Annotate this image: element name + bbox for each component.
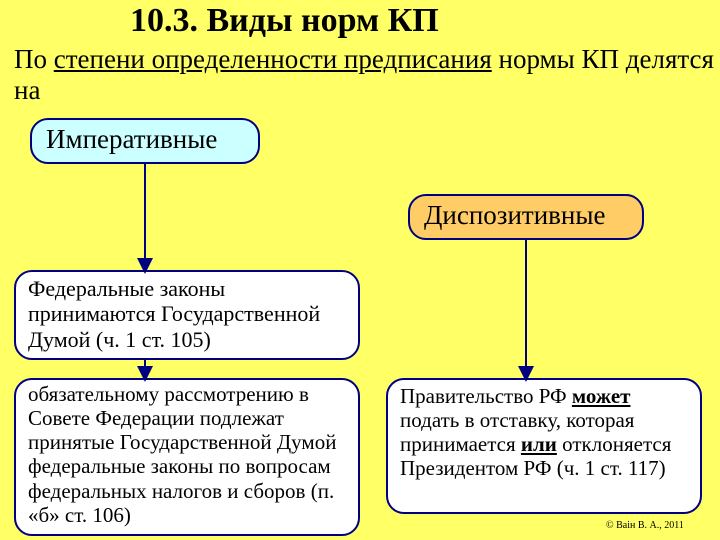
node-government-resign: Правительство РФ может подать в отставку…	[386, 378, 702, 514]
node-federal-laws: Федеральные законы принимаются Государст…	[14, 270, 360, 360]
slide-title: 10.3. Виды норм КП	[130, 2, 439, 40]
node-mandatory-review-text: обязательному рассмотрению в Совете Феде…	[28, 382, 336, 527]
node-mandatory-review: обязательному рассмотрению в Совете Феде…	[14, 378, 360, 536]
copyright-text: © Ваін В. А., 2011	[606, 520, 684, 531]
node-federal-laws-text: Федеральные законы принимаются Государст…	[28, 276, 320, 352]
node-government-resign-text: Правительство РФ может подать в отставку…	[400, 384, 671, 480]
slide-canvas: 10.3. Виды норм КП По степени определенн…	[0, 0, 720, 540]
node-dispositive-label: Диспозитивные	[424, 200, 606, 230]
node-imperative: Императивные	[30, 118, 260, 164]
subtitle-prefix: По	[14, 44, 54, 74]
node-imperative-label: Императивные	[46, 124, 217, 154]
slide-subtitle: По степени определенности предписания но…	[14, 44, 714, 106]
node-dispositive: Диспозитивные	[408, 194, 644, 240]
subtitle-underlined: степени определенности предписания	[54, 44, 492, 74]
